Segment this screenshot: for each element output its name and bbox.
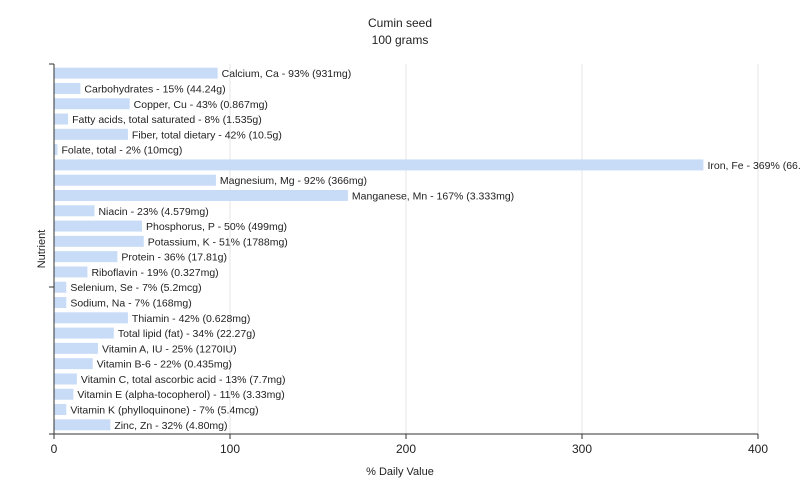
bar-label: Thiamin - 42% (0.628mg) xyxy=(132,313,250,325)
bar-label: Folate, total - 2% (10mcg) xyxy=(62,145,183,157)
bar-label: Copper, Cu - 43% (0.867mg) xyxy=(134,99,268,111)
bar-label: Vitamin A, IU - 25% (1270IU) xyxy=(102,343,237,355)
bar-label: Manganese, Mn - 167% (3.333mg) xyxy=(352,190,514,202)
x-tick-label: 200 xyxy=(396,442,416,456)
bar xyxy=(54,297,67,309)
bar-label: Potassium, K - 51% (1788mg) xyxy=(148,236,288,248)
bar-label: Niacin - 23% (4.579mg) xyxy=(98,206,208,218)
bar xyxy=(54,220,142,232)
bar xyxy=(54,251,118,263)
bar-label: Fatty acids, total saturated - 8% (1.535… xyxy=(72,114,262,126)
bar xyxy=(54,159,704,171)
bar-label: Sodium, Na - 7% (168mg) xyxy=(70,298,191,310)
bar xyxy=(54,235,144,247)
bar xyxy=(54,419,111,431)
bar xyxy=(54,113,69,125)
y-axis-label: Nutrient xyxy=(36,229,48,269)
bar xyxy=(54,404,67,416)
bar-label: Vitamin C, total ascorbic acid - 13% (7.… xyxy=(81,374,286,386)
bar xyxy=(54,312,128,324)
bar-label: Protein - 36% (17.81g) xyxy=(121,252,227,264)
bar-label: Fiber, total dietary - 42% (10.5g) xyxy=(132,129,282,141)
bar xyxy=(54,266,88,278)
bar-label: Vitamin B-6 - 22% (0.435mg) xyxy=(97,359,232,371)
chart-subtitle: 100 grams xyxy=(371,33,429,47)
bar xyxy=(54,98,130,110)
bar xyxy=(54,342,98,354)
bar-label: Total lipid (fat) - 34% (22.27g) xyxy=(118,328,256,340)
bar xyxy=(54,281,67,293)
x-tick-label: 100 xyxy=(220,442,240,456)
bar-label: Calcium, Ca - 93% (931mg) xyxy=(222,68,352,80)
bar xyxy=(54,144,58,156)
bar xyxy=(54,358,93,370)
bar-label: Selenium, Se - 7% (5.2mcg) xyxy=(70,282,201,294)
chart-title: Cumin seed xyxy=(367,16,433,30)
bar xyxy=(54,205,95,217)
x-tick-label: 0 xyxy=(51,442,58,456)
bar-label: Carbohydrates - 15% (44.24g) xyxy=(84,83,225,95)
bar xyxy=(54,373,77,385)
bar-label: Phosphorus, P - 50% (499mg) xyxy=(146,221,287,233)
bar xyxy=(54,174,216,186)
bar xyxy=(54,128,128,140)
bar-label: Vitamin E (alpha-tocopherol) - 11% (3.33… xyxy=(77,389,284,401)
bar xyxy=(54,388,74,400)
bar-label: Riboflavin - 19% (0.327mg) xyxy=(91,267,218,279)
bar xyxy=(54,327,114,339)
bar-label: Vitamin K (phylloquinone) - 7% (5.4mcg) xyxy=(70,405,258,417)
x-tick-label: 400 xyxy=(748,442,768,456)
x-tick-label: 300 xyxy=(572,442,592,456)
x-axis-label: % Daily Value xyxy=(366,466,434,478)
bar-label: Iron, Fe - 369% (66.36mg) xyxy=(707,160,800,172)
bar xyxy=(54,67,218,79)
bar xyxy=(54,82,81,94)
bar xyxy=(54,189,348,201)
bar-label: Magnesium, Mg - 92% (366mg) xyxy=(220,175,367,187)
bar-label: Zinc, Zn - 32% (4.80mg) xyxy=(114,420,227,432)
